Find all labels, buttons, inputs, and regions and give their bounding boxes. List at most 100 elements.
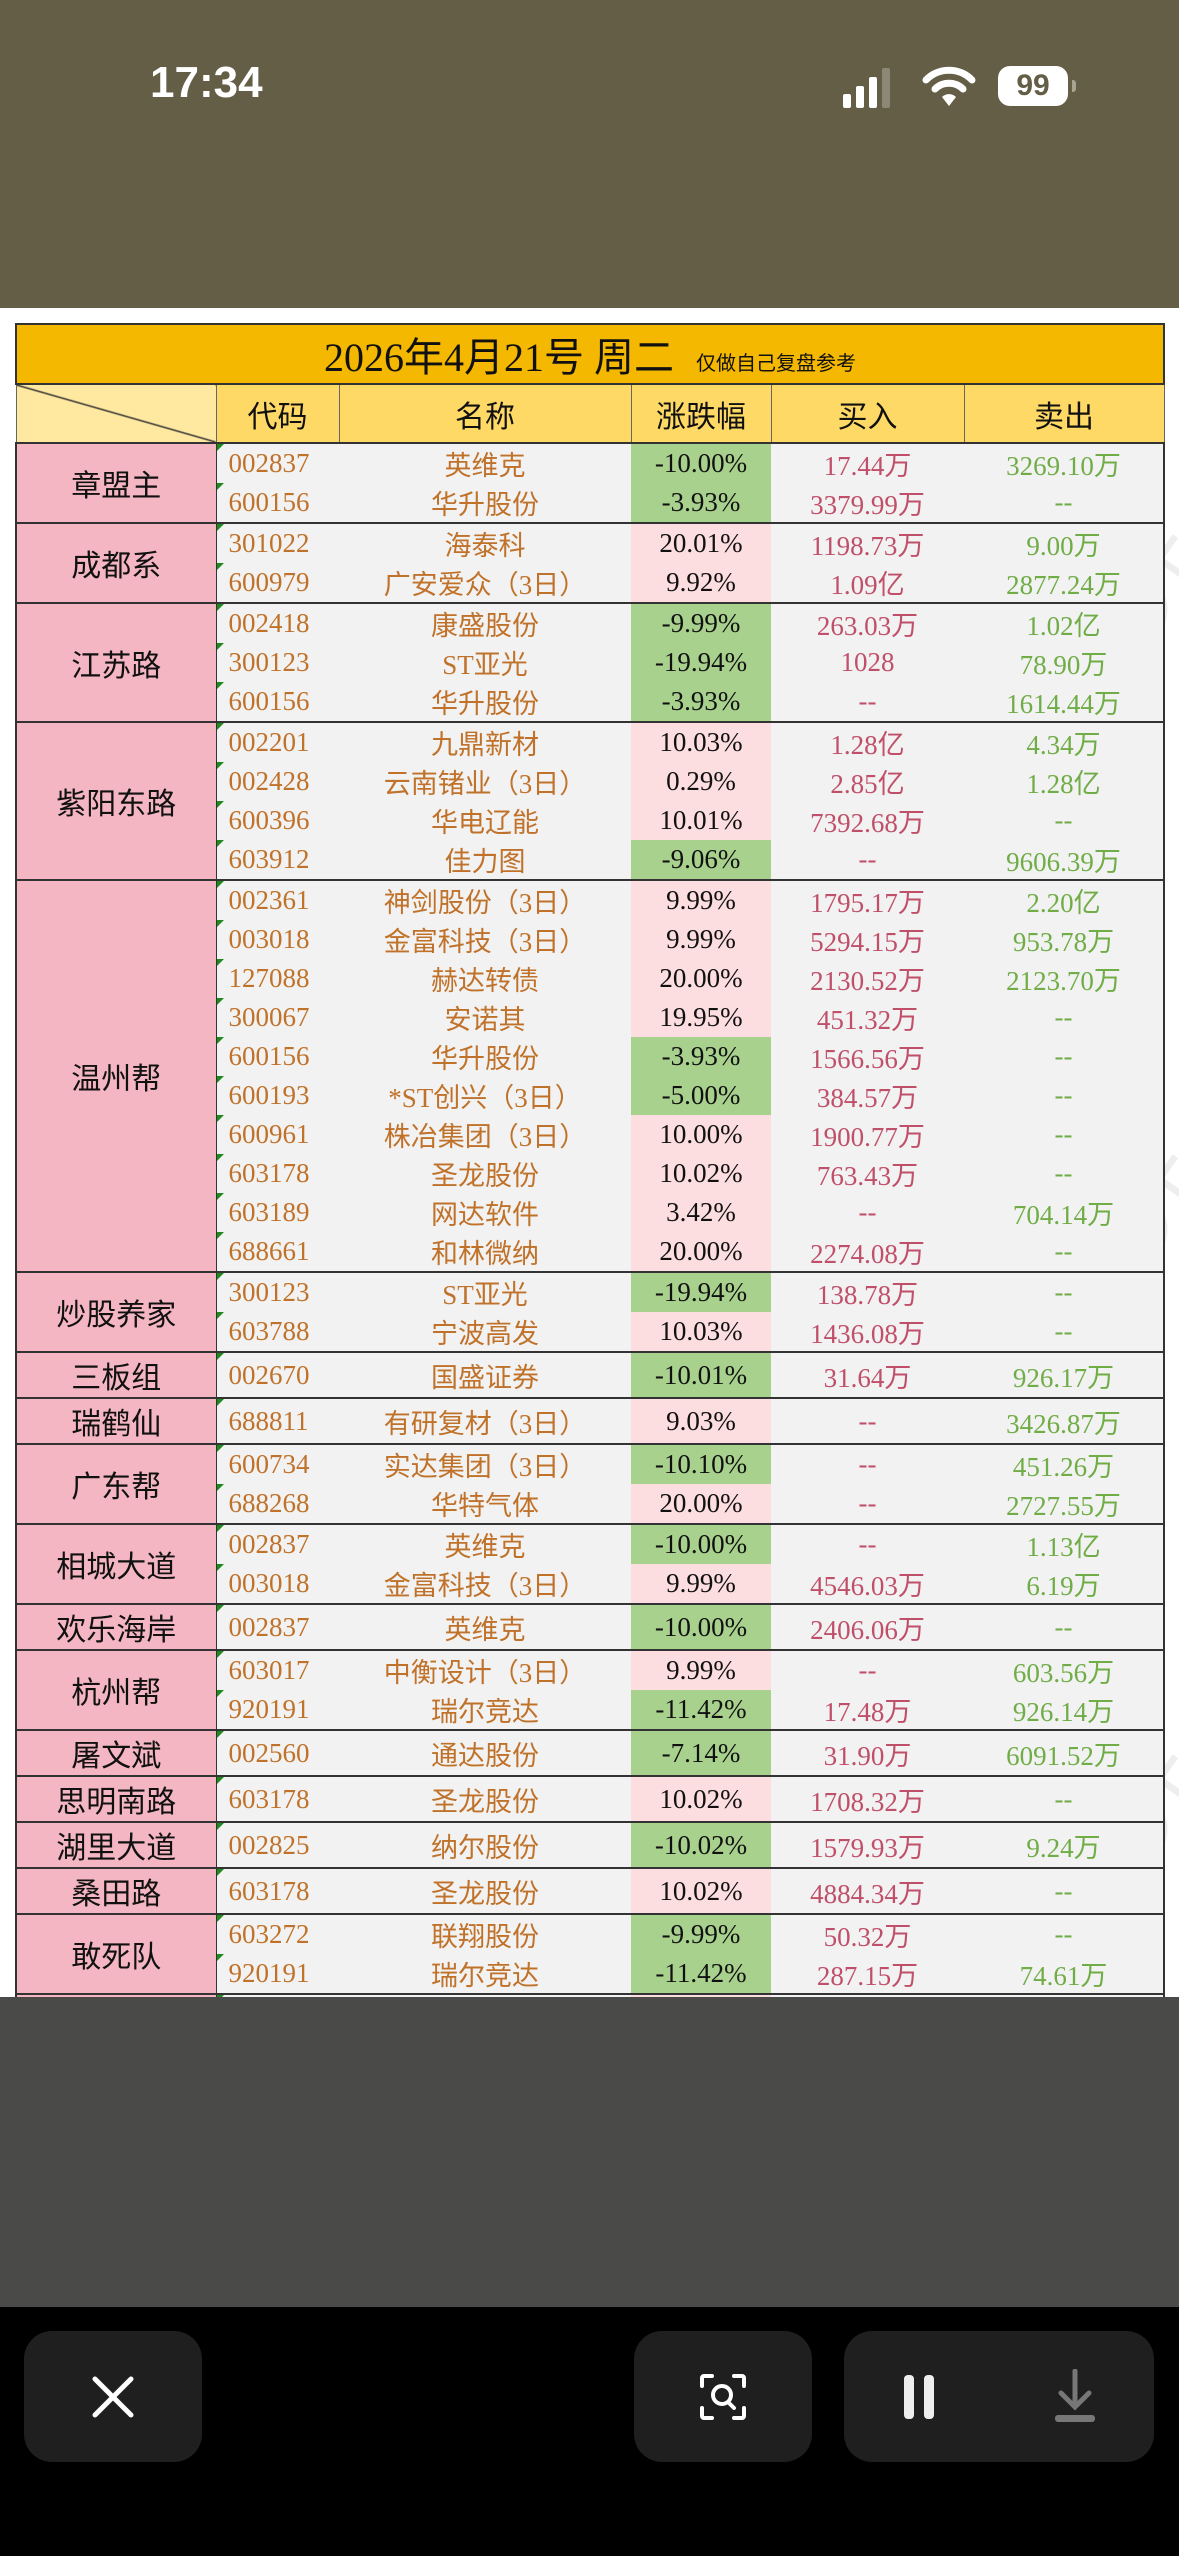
change-pct: 3.42% [631,1193,771,1232]
buy-amount: 763.43万 [771,1154,964,1193]
stock-code: 002201 [216,721,339,762]
sell-amount: -- [964,1993,1165,1997]
stock-code: 002670 [216,1351,339,1398]
buy-amount: 4884.34万 [771,1867,964,1914]
stock-name: 华升股份 [339,682,631,722]
table-row: 三板组 002670 国盛证券 -10.01% 31.64万 926.17万 [15,1351,1165,1399]
stock-code: 003018 [216,1564,339,1604]
header-sell: 卖出 [963,383,1165,444]
stock-code: 003018 [216,920,339,959]
sell-amount: 9606.39万 [964,840,1165,880]
table-row: 920191 瑞尔竞达 -11.42% 17.48万 926.14万 [16,1690,1165,1730]
stock-name: 华电辽能 [339,801,631,840]
buy-amount: 263.03万 [771,602,964,643]
table-row: 敢死队 603272 联翔股份 -9.99% 50.32万 -- [15,1913,1165,1995]
change-pct: 10.02% [631,1775,771,1822]
table-row: 920191 瑞尔竞达 -11.42% 287.15万 74.61万 [16,1954,1165,1994]
stock-name: 国盛证券 [339,1351,631,1398]
sell-amount: 926.14万 [964,1690,1165,1730]
group-name: 敢死队 [15,1913,217,1995]
stock-code: 002837 [216,1523,339,1564]
table-row: 002428 云南锗业（3日） 0.29% 2.85亿 1.28亿 [16,762,1165,801]
change-pct: -3.93% [631,483,771,523]
change-pct: -9.99% [631,602,771,643]
change-pct: 5.31% [631,1993,771,1997]
buy-amount: 17.48万 [771,1690,964,1730]
sell-amount: 451.26万 [964,1443,1165,1484]
sell-amount: 2877.24万 [964,563,1165,603]
buy-amount: 1795.17万 [771,879,964,920]
sell-amount: 9.24万 [964,1821,1165,1868]
table-row: 600156 华升股份 -3.93% 1566.56万 -- [16,1037,1165,1076]
buy-amount: 138.78万 [771,1271,964,1312]
stock-code: 603178 [216,1867,339,1914]
table-row: 603788 宁波高发 10.03% 1436.08万 -- [16,1312,1165,1352]
stock-name: 金富科技（3日） [339,920,631,959]
sell-amount: -- [964,1115,1165,1154]
buy-amount: 1.09亿 [771,563,964,603]
table-row: 紫阳东路 002201 九鼎新材 10.03% 1.28亿 4.34万 [15,721,1165,881]
group-name: 江苏路 [15,602,217,723]
stock-name: 金富科技（3日） [339,1564,631,1604]
stock-name: 海泰科 [339,522,631,563]
stock-name: 康盛股份 [339,602,631,643]
table-row: 603912 佳力图 -9.06% -- 9606.39万 [16,840,1165,880]
stock-code: 603788 [216,1312,339,1352]
change-pct: 9.03% [631,1397,771,1444]
change-pct: -10.00% [631,442,771,483]
buy-amount: 31.64万 [771,1351,964,1398]
stock-code: 688661 [216,1232,339,1272]
buy-amount: -- [771,1193,964,1232]
wifi-icon [922,66,976,106]
change-pct: -10.00% [631,1603,771,1650]
sell-amount: 1.28亿 [964,762,1165,801]
group-name: 三板组 [15,1351,217,1399]
table-row: 300123 ST亚光 -19.94% 1028 78.90万 [16,643,1165,682]
sell-amount: 6091.52万 [964,1729,1165,1776]
cellular-signal-icon [843,68,890,108]
stock-code: 300067 [216,998,339,1037]
table-row: 600193 *ST创兴（3日） -5.00% 384.57万 -- [16,1076,1165,1115]
buy-amount: -- [771,1649,964,1690]
download-icon[interactable] [1051,2368,1099,2425]
group-name: 欢乐海岸 [15,1603,217,1651]
visual-lookup-button[interactable] [634,2331,812,2462]
table-row: 炒股养家 300123 ST亚光 -19.94% 138.78万 -- [15,1271,1165,1353]
header-code: 代码 [215,383,340,444]
stock-code: 127088 [216,959,339,998]
sell-amount: 2.20亿 [964,879,1165,920]
stock-name: 赫达转债 [339,959,631,998]
buy-amount: 50.32万 [771,1913,964,1954]
stock-code: 600979 [216,563,339,603]
table-row: 003018 金富科技（3日） 9.99% 5294.15万 953.78万 [16,920,1165,959]
table-row: 桑田路 603178 圣龙股份 10.02% 4884.34万 -- [15,1867,1165,1915]
table-row: 江苏路 002418 康盛股份 -9.99% 263.03万 1.02亿 [15,602,1165,723]
stock-name: 联翔股份 [339,1913,631,1954]
stock-name: 广安爱众（3日） [339,563,631,603]
sell-amount: -- [964,1076,1165,1115]
buy-amount: 3379.99万 [771,483,964,523]
stock-name: ST亚光 [339,643,631,682]
stock-code: 301022 [216,522,339,563]
group-name: 思明南路 [15,1775,217,1823]
stock-code: 002837 [216,442,339,483]
pause-icon[interactable] [900,2373,940,2421]
stock-code: 600396 [216,801,339,840]
change-pct: 9.99% [631,1649,771,1690]
sell-amount: -- [964,483,1165,523]
buy-amount: 5294.15万 [771,920,964,959]
change-pct: 0.29% [631,762,771,801]
buy-amount: 2274.08万 [771,1232,964,1272]
group-name: 相城大道 [15,1523,217,1605]
sell-amount: -- [964,1867,1165,1914]
table-row: 600979 广安爱众（3日） 9.92% 1.09亿 2877.24万 [16,563,1165,603]
close-button[interactable] [24,2331,202,2462]
sell-amount: -- [964,1603,1165,1650]
sell-amount: 3269.10万 [964,442,1165,483]
buy-amount: 1028 [771,643,964,682]
buy-amount: 1579.93万 [771,1821,964,1868]
stock-code: 002825 [216,1821,339,1868]
table-row: 赵老哥600696*ST岩石（3日）5.31%56.52万-- [15,1993,1165,1997]
stock-name: 圣龙股份 [339,1775,631,1822]
group-name: 炒股养家 [15,1271,217,1353]
